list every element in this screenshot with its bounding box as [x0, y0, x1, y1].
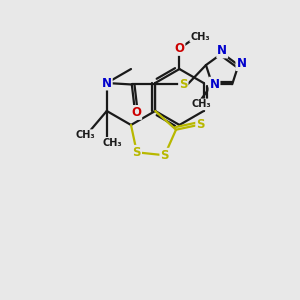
Text: S: S [179, 78, 188, 91]
Text: CH₃: CH₃ [76, 130, 95, 140]
Text: N: N [102, 76, 112, 89]
Text: CH₃: CH₃ [190, 32, 210, 42]
Text: N: N [217, 44, 227, 57]
Text: CH₃: CH₃ [192, 99, 211, 110]
Text: O: O [174, 42, 184, 55]
Text: S: S [196, 118, 205, 131]
Text: S: S [133, 146, 141, 159]
Text: N: N [236, 57, 246, 70]
Text: CH₃: CH₃ [102, 138, 122, 148]
Text: N: N [209, 78, 220, 91]
Text: S: S [160, 149, 169, 162]
Text: O: O [131, 106, 141, 119]
